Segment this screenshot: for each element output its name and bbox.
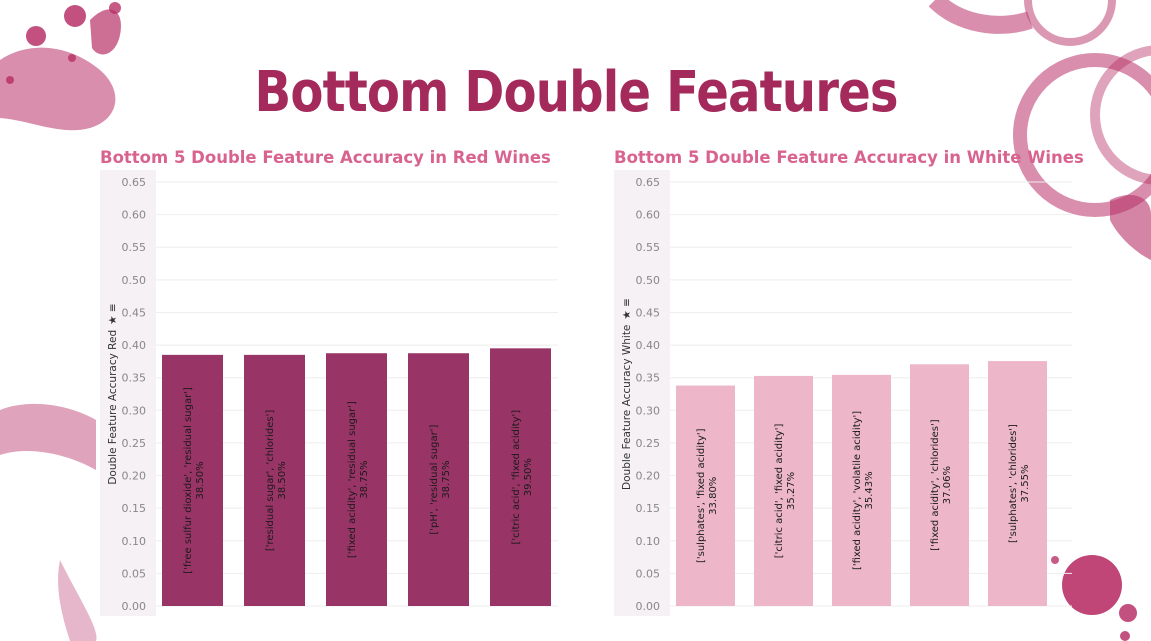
bar[interactable] [408, 353, 469, 606]
bar-group[interactable]: ['citric acid', 'fixed acidity']35.27% [754, 375, 813, 606]
y-tick-label: 0.25 [636, 437, 661, 450]
bar-category-label: ['citric acid', 'fixed acidity'] [511, 410, 522, 545]
y-tick-label: 0.30 [122, 404, 147, 417]
bar-value-label: 38.50% [277, 461, 288, 499]
bar[interactable] [832, 374, 891, 606]
bar-label: ['fixed acidity', 'volatile acidity']35.… [852, 411, 875, 570]
bar-label: ['residual sugar', 'chlorides']38.50% [265, 410, 288, 552]
bar[interactable] [676, 385, 735, 606]
bar-value-label: 35.43% [864, 471, 875, 509]
y-tick-label: 0.05 [122, 567, 147, 580]
white-chart-title: Bottom 5 Double Feature Accuracy in Whit… [614, 148, 1084, 167]
y-tick-label: 0.60 [122, 209, 147, 222]
bar-label: ['pH', 'residual sugar']38.75% [429, 425, 452, 535]
y-tick-label: 0.65 [636, 176, 661, 189]
y-tick-label: 0.20 [122, 470, 147, 483]
y-tick-label: 0.10 [122, 535, 147, 548]
bar-label: ['fixed acidity', 'residual sugar']38.75… [347, 401, 370, 558]
y-tick-label: 0.45 [122, 306, 147, 319]
y-tick-label: 0.05 [636, 567, 661, 580]
y-tick-label: 0.30 [636, 404, 661, 417]
bar-value-label: 35.27% [786, 472, 797, 510]
bar-value-label: 33.80% [708, 477, 719, 515]
bar[interactable] [754, 375, 813, 606]
y-tick-label: 0.45 [636, 306, 661, 319]
y-tick-label: 0.35 [636, 372, 661, 385]
bar-label: ['free sulfur dioxide', 'residual sugar'… [183, 387, 206, 574]
y-tick-label: 0.40 [636, 339, 661, 352]
y-tick-label: 0.40 [122, 339, 147, 352]
bar-label: ['citric acid', 'fixed acidity']39.50% [511, 410, 534, 545]
red-wine-bar-chart: 0.00 0.05 0.10 0.15 0.20 0.25 0.30 0.35 0.40 0.45… [100, 170, 558, 616]
bar-value-label: 38.50% [195, 461, 206, 499]
y-tick-label: 0.20 [636, 470, 661, 483]
bar-label: ['citric acid', 'fixed acidity']35.27% [774, 424, 797, 559]
y-axis-title: Double Feature Accuracy White ★ ≡ [621, 298, 633, 490]
bar-group[interactable]: ['fixed acidity', 'residual sugar']38.75… [326, 353, 387, 606]
bar[interactable] [326, 353, 387, 606]
bar-label: ['sulphates', 'chlorides']37.55% [1008, 424, 1031, 543]
bar-group[interactable]: ['sulphates', 'fixed acidity']33.80% [676, 385, 735, 606]
y-axis-panel [100, 170, 156, 616]
y-tick-label: 0.00 [636, 600, 661, 613]
y-tick-label: 0.50 [636, 274, 661, 287]
wine-stain-right-edge [1110, 195, 1151, 260]
white-wine-bar-chart: 0.00 0.05 0.10 0.15 0.20 0.25 0.30 0.35 0.40 0.45… [614, 170, 1072, 616]
y-tick-label: 0.50 [122, 274, 147, 287]
bar-group[interactable]: ['fixed acidity', 'volatile acidity']35.… [832, 374, 891, 606]
bar-category-label: ['fixed acidity', 'residual sugar'] [347, 401, 358, 558]
bar-group[interactable]: ['fixed acidity', 'chlorides']37.06% [910, 364, 969, 606]
bar-category-label: ['sulphates', 'fixed acidity'] [696, 428, 707, 563]
bar-value-label: 38.75% [359, 461, 370, 499]
y-tick-label: 0.00 [122, 600, 147, 613]
bar-category-label: ['fixed acidity', 'volatile acidity'] [852, 411, 863, 570]
bar-label: ['sulphates', 'fixed acidity']33.80% [696, 428, 719, 563]
bar-category-label: ['citric acid', 'fixed acidity'] [774, 424, 785, 559]
y-tick-label: 0.35 [122, 372, 147, 385]
bar-group[interactable]: ['pH', 'residual sugar']38.75% [408, 353, 469, 606]
bar-value-label: 38.75% [441, 461, 452, 499]
bar-label: ['fixed acidity', 'chlorides']37.06% [930, 419, 953, 551]
bar-category-label: ['sulphates', 'chlorides'] [1008, 424, 1019, 543]
y-tick-label: 0.15 [636, 502, 661, 515]
bar-group[interactable]: ['sulphates', 'chlorides']37.55% [988, 361, 1047, 606]
y-axis-panel [614, 170, 670, 616]
y-tick-label: 0.10 [636, 535, 661, 548]
bar-group[interactable]: ['residual sugar', 'chlorides']38.50% [244, 354, 305, 606]
bar-value-label: 39.50% [523, 458, 534, 496]
bar-value-label: 37.06% [942, 466, 953, 504]
bar-value-label: 37.55% [1020, 464, 1031, 502]
bar[interactable] [910, 364, 969, 606]
bar-group[interactable]: ['free sulfur dioxide', 'residual sugar'… [162, 354, 223, 606]
bar[interactable] [490, 348, 551, 606]
y-tick-label: 0.55 [636, 241, 661, 254]
bar[interactable] [162, 354, 223, 606]
bar-category-label: ['residual sugar', 'chlorides'] [265, 410, 276, 552]
red-chart-title: Bottom 5 Double Feature Accuracy in Red … [100, 148, 551, 167]
bar-category-label: ['free sulfur dioxide', 'residual sugar'… [183, 387, 194, 574]
bar-category-label: ['pH', 'residual sugar'] [429, 425, 440, 535]
bar[interactable] [244, 354, 305, 606]
y-axis-title-text: Double Feature Accuracy Red [107, 330, 119, 485]
wine-stain-bottom-left [0, 403, 97, 641]
y-tick-label: 0.25 [122, 437, 147, 450]
y-axis-title: Double Feature Accuracy Red ★ ≡ [107, 303, 119, 484]
y-axis-title-text: Double Feature Accuracy White [621, 325, 633, 490]
sort-icon[interactable]: ★ ≡ [621, 298, 633, 320]
y-tick-label: 0.65 [122, 176, 147, 189]
sort-icon[interactable]: ★ ≡ [107, 303, 119, 325]
bar-category-label: ['fixed acidity', 'chlorides'] [930, 419, 941, 551]
bar[interactable] [988, 361, 1047, 606]
page-title: Bottom Double Features [254, 60, 899, 125]
y-tick-label: 0.55 [122, 241, 147, 254]
y-tick-label: 0.60 [636, 209, 661, 222]
y-tick-label: 0.15 [122, 502, 147, 515]
bar-group[interactable]: ['citric acid', 'fixed acidity']39.50% [490, 348, 551, 606]
